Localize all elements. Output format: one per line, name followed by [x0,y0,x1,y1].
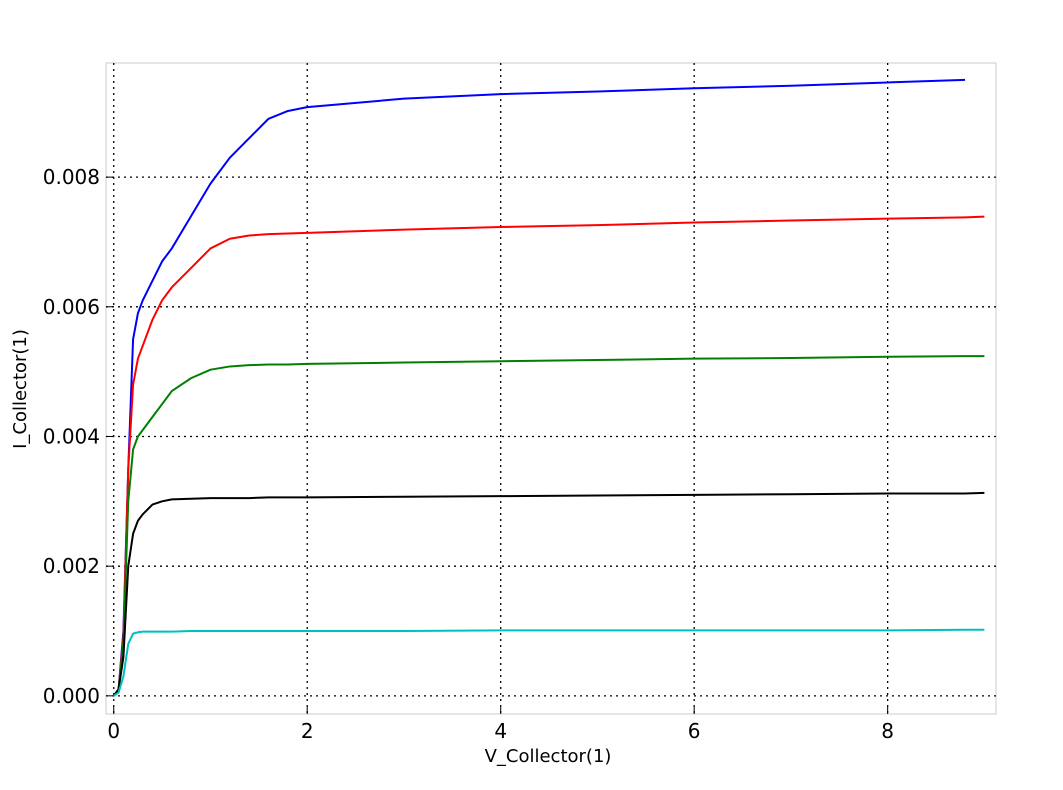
series-line [112,78,966,697]
y-tick-label: 0.004 [43,424,100,448]
y-tick-label: 0.008 [43,165,100,189]
plot-frame [105,62,997,715]
y-axis-label: I_Collector(1) [10,329,31,449]
x-tick-label: 0 [107,719,120,743]
series-line [112,355,985,697]
x-tick-label: 4 [494,719,507,743]
x-tick-label: 6 [688,719,701,743]
y-tick-label: 0.000 [43,684,100,708]
series-line [112,215,985,697]
x-tick-label: 8 [881,719,894,743]
series-line [113,628,985,697]
x-tick-label: 2 [301,719,314,743]
x-axis-label: V_Collector(1) [485,746,612,767]
y-tick-label: 0.002 [43,554,100,578]
series-line [112,491,985,697]
y-tick-label: 0.006 [43,295,100,319]
